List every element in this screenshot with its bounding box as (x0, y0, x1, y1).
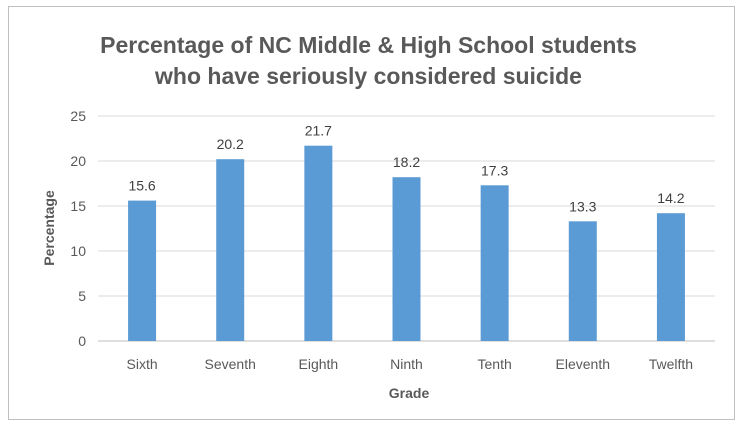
x-tick-label: Eighth (299, 356, 339, 372)
chart-title-line-2: who have seriously considered suicide (155, 63, 582, 89)
data-label: 18.2 (393, 154, 420, 170)
bar-seventh (216, 159, 245, 341)
bar-sixth (128, 200, 157, 341)
data-label: 20.2 (217, 136, 244, 152)
chart-title-line-1: Percentage of NC Middle & High School st… (100, 32, 637, 58)
y-tick-label: 25 (70, 108, 86, 124)
y-tick-label: 20 (70, 153, 86, 169)
data-label: 21.7 (305, 123, 332, 139)
bar-twelfth (656, 213, 685, 341)
y-tick-label: 5 (78, 288, 86, 304)
y-tick-label: 15 (70, 198, 86, 214)
x-tick-label: Twelfth (649, 356, 693, 372)
x-tick-label: Tenth (478, 356, 512, 372)
y-axis-label: Percentage (41, 190, 57, 266)
bar-tenth (480, 185, 509, 341)
x-tick-label: Sixth (127, 356, 158, 372)
bar-ninth (392, 177, 421, 341)
chart-title: Percentage of NC Middle & High School st… (0, 30, 737, 92)
bar-eleventh (568, 221, 597, 341)
x-tick-label: Seventh (205, 356, 256, 372)
x-tick-label: Ninth (390, 356, 423, 372)
data-label: 15.6 (128, 178, 155, 194)
bar-eighth (304, 145, 333, 341)
y-tick-label: 0 (78, 333, 86, 349)
data-label: 17.3 (481, 162, 508, 178)
x-axis-label: Grade (389, 385, 430, 401)
x-tick-label: Eleventh (556, 356, 610, 372)
data-label: 13.3 (569, 198, 596, 214)
data-label: 14.2 (657, 190, 684, 206)
y-tick-label: 10 (70, 243, 86, 259)
